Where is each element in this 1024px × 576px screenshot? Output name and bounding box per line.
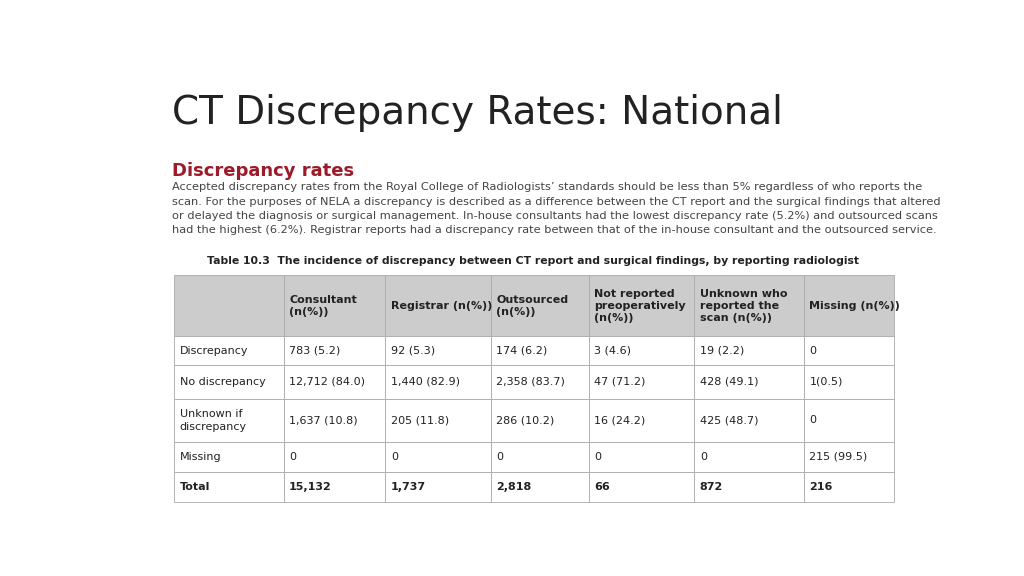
Text: 425 (48.7): 425 (48.7) <box>699 415 759 425</box>
Bar <box>385 399 490 442</box>
Bar <box>694 365 804 399</box>
Text: 0: 0 <box>809 346 816 356</box>
Text: Total: Total <box>179 482 210 491</box>
Bar <box>589 472 694 502</box>
Bar <box>174 472 284 502</box>
Bar <box>174 399 284 442</box>
Text: 66: 66 <box>594 482 610 491</box>
Text: 16 (24.2): 16 (24.2) <box>594 415 645 425</box>
Bar <box>694 336 804 365</box>
Text: No discrepancy: No discrepancy <box>179 377 265 387</box>
Bar <box>804 399 894 442</box>
Bar <box>694 472 804 502</box>
Bar <box>385 275 490 336</box>
Text: 174 (6.2): 174 (6.2) <box>497 346 548 356</box>
Text: 1,737: 1,737 <box>391 482 426 491</box>
Bar <box>284 442 385 472</box>
Text: NELA: NELA <box>821 36 976 88</box>
Text: Consultant
(n(%)): Consultant (n(%)) <box>289 295 357 317</box>
Bar <box>589 442 694 472</box>
Text: 2,358 (83.7): 2,358 (83.7) <box>497 377 565 387</box>
Text: 3 (4.6): 3 (4.6) <box>594 346 631 356</box>
Text: 0: 0 <box>809 415 816 425</box>
Text: 12,712 (84.0): 12,712 (84.0) <box>289 377 366 387</box>
Bar <box>174 365 284 399</box>
Bar <box>385 365 490 399</box>
Text: 0: 0 <box>699 452 707 462</box>
Bar <box>694 442 804 472</box>
Text: Laparotomy Audit: Laparotomy Audit <box>834 138 964 154</box>
Text: Missing: Missing <box>179 452 221 462</box>
Text: 15,132: 15,132 <box>289 482 332 491</box>
Bar <box>804 336 894 365</box>
Text: Outsourced
(n(%)): Outsourced (n(%)) <box>497 295 568 317</box>
Text: National Emergency: National Emergency <box>824 114 973 129</box>
Bar <box>490 399 589 442</box>
Bar <box>589 365 694 399</box>
Bar <box>804 365 894 399</box>
Bar <box>804 472 894 502</box>
Text: 428 (49.1): 428 (49.1) <box>699 377 759 387</box>
Bar <box>174 336 284 365</box>
Bar <box>490 442 589 472</box>
Bar <box>174 275 284 336</box>
Bar <box>284 399 385 442</box>
Bar <box>804 275 894 336</box>
Text: 2,818: 2,818 <box>497 482 531 491</box>
Bar <box>694 399 804 442</box>
Text: Table 10.3  The incidence of discrepancy between CT report and surgical findings: Table 10.3 The incidence of discrepancy … <box>207 256 859 266</box>
Bar <box>589 399 694 442</box>
Bar <box>284 472 385 502</box>
Text: 92 (5.3): 92 (5.3) <box>391 346 435 356</box>
Bar <box>589 275 694 336</box>
Text: Discrepancy rates: Discrepancy rates <box>172 162 353 180</box>
Bar <box>174 442 284 472</box>
Bar <box>385 472 490 502</box>
Text: 0: 0 <box>497 452 504 462</box>
Text: 1,440 (82.9): 1,440 (82.9) <box>391 377 460 387</box>
Text: 19 (2.2): 19 (2.2) <box>699 346 744 356</box>
Text: 783 (5.2): 783 (5.2) <box>289 346 340 356</box>
Text: Unknown who
reported the
scan (n(%)): Unknown who reported the scan (n(%)) <box>699 289 787 323</box>
Text: Discrepancy: Discrepancy <box>179 346 248 356</box>
Text: 47 (71.2): 47 (71.2) <box>594 377 645 387</box>
Text: 286 (10.2): 286 (10.2) <box>497 415 555 425</box>
Text: Unknown if
discrepancy: Unknown if discrepancy <box>179 409 247 431</box>
Text: Accepted discrepancy rates from the Royal College of Radiologists’ standards sho: Accepted discrepancy rates from the Roya… <box>172 182 940 236</box>
Text: 205 (11.8): 205 (11.8) <box>391 415 449 425</box>
Bar <box>589 336 694 365</box>
Bar <box>804 442 894 472</box>
Bar <box>490 472 589 502</box>
Text: 0: 0 <box>391 452 398 462</box>
Bar <box>284 336 385 365</box>
Bar <box>385 336 490 365</box>
Text: Not reported
preoperatively
(n(%)): Not reported preoperatively (n(%)) <box>594 289 686 323</box>
Bar <box>284 365 385 399</box>
Text: 215 (99.5): 215 (99.5) <box>809 452 867 462</box>
Bar <box>385 442 490 472</box>
Text: Missing (n(%)): Missing (n(%)) <box>809 301 900 311</box>
Text: CT Discrepancy Rates: National: CT Discrepancy Rates: National <box>172 93 782 131</box>
Bar <box>694 275 804 336</box>
Bar <box>490 336 589 365</box>
Bar <box>284 275 385 336</box>
Bar <box>490 365 589 399</box>
Text: 872: 872 <box>699 482 723 491</box>
Bar <box>490 275 589 336</box>
Text: 0: 0 <box>289 452 296 462</box>
Text: 1,637 (10.8): 1,637 (10.8) <box>289 415 357 425</box>
Text: 216: 216 <box>809 482 833 491</box>
Text: 0: 0 <box>594 452 601 462</box>
Text: 1(0.5): 1(0.5) <box>809 377 843 387</box>
Text: Registrar (n(%)): Registrar (n(%)) <box>391 301 493 311</box>
